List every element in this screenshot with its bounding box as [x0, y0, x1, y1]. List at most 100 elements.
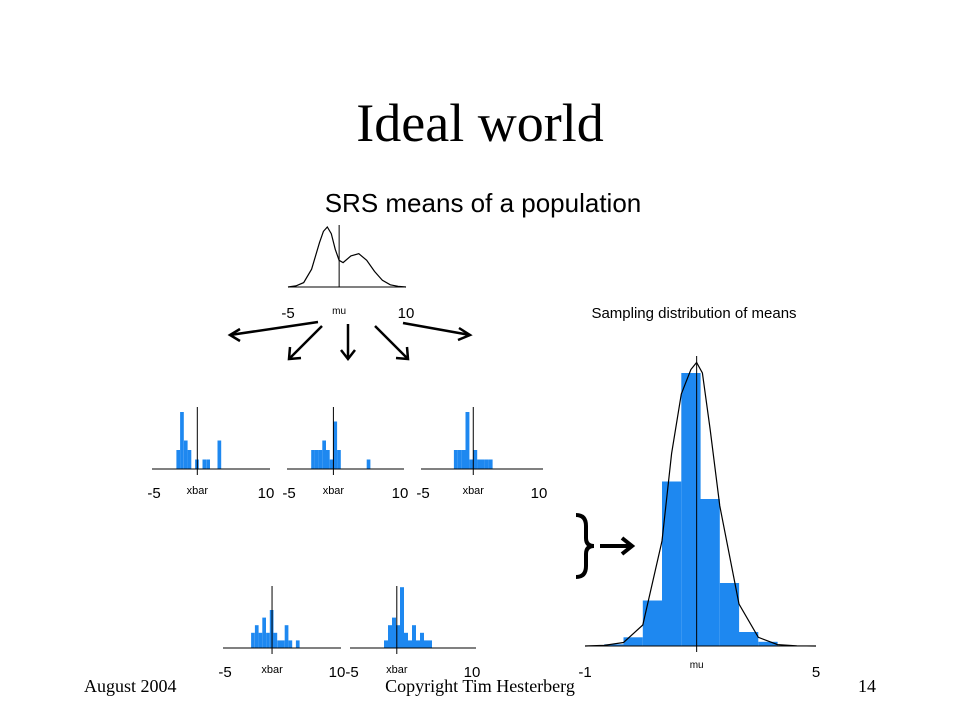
histogram-x-label: xbar	[323, 485, 345, 497]
sampling-distribution-bar	[719, 583, 740, 646]
histogram-bar	[262, 617, 266, 648]
histogram-bar	[404, 632, 408, 648]
histogram-tick-label: 10	[531, 485, 548, 502]
histogram-bar	[424, 640, 428, 648]
sampling-tick-label: -1	[578, 664, 591, 681]
histogram-bar	[469, 459, 474, 469]
footer-page-number: 14	[858, 676, 876, 696]
histogram-bar	[266, 632, 270, 648]
histogram-tick-label: -5	[218, 664, 231, 681]
sampling-distribution-title: Sampling distribution of means	[591, 305, 796, 322]
histogram-bar	[457, 450, 462, 469]
histogram-bar	[314, 450, 319, 469]
arrow-right-icon	[620, 536, 636, 556]
histogram-bar	[488, 459, 493, 469]
sample-histogram-4: -5 10 xbar	[218, 586, 345, 681]
histogram-bar	[318, 450, 323, 469]
sampling-distribution-bar	[700, 499, 720, 646]
histogram-tick-label: 10	[329, 664, 346, 681]
histogram-bar	[311, 450, 315, 469]
sampling-distribution-bar	[662, 481, 682, 646]
brace-icon	[575, 513, 595, 579]
histogram-bar	[295, 640, 300, 648]
sampling-distribution-bar	[623, 637, 643, 647]
histogram-bar	[428, 640, 432, 648]
histogram-bar	[366, 459, 371, 469]
histogram-bar	[420, 632, 424, 648]
histogram-tick-label: -5	[345, 664, 358, 681]
arrowhead-3	[340, 349, 356, 362]
population-title: SRS means of a population	[325, 188, 642, 218]
arrowhead-5	[457, 326, 473, 342]
sampling-arrows	[227, 320, 473, 362]
histogram-tick-label: -5	[147, 485, 160, 502]
arrow-line-4	[374, 325, 409, 360]
histogram-bar	[416, 640, 420, 648]
histogram-bar	[453, 450, 458, 469]
population-density-curve	[287, 225, 407, 288]
arrowhead-2	[287, 346, 302, 361]
histogram-bar	[392, 617, 396, 648]
histogram-bar	[217, 440, 222, 469]
histogram-bar	[473, 450, 478, 469]
sampling-distribution-bar	[604, 644, 624, 647]
histogram-bar	[281, 640, 285, 648]
histogram-x-label: xbar	[386, 664, 408, 676]
sampling-tick-label: 5	[812, 664, 820, 681]
histogram-tick-label: 10	[392, 485, 409, 502]
histogram-x-label: xbar	[187, 485, 209, 497]
histogram-bar	[333, 421, 338, 469]
population-tick-label: -5	[281, 305, 294, 322]
histogram-bar	[251, 632, 255, 648]
sample-histogram-1: -5 10 xbar	[147, 407, 274, 502]
sample-histogram-5: -5 10 xbar	[345, 586, 480, 681]
sampling-distribution-bar	[642, 600, 663, 646]
histogram-bar	[254, 625, 259, 648]
histogram-bar	[412, 625, 416, 648]
histogram-bar	[176, 450, 181, 469]
histogram-bar	[326, 450, 330, 469]
histogram-bar	[461, 450, 466, 469]
histogram-bar	[187, 450, 192, 469]
histogram-bar	[183, 440, 188, 469]
histogram-bar	[202, 459, 207, 469]
footer-date: August 2004	[84, 676, 177, 696]
histogram-bar	[396, 625, 400, 648]
population-tick-label: 10	[398, 305, 415, 322]
histogram-bar	[477, 459, 481, 469]
histogram-tick-label: -5	[416, 485, 429, 502]
sampling-distribution-plot: -1 5 mu	[578, 356, 820, 681]
sample-histogram-2: -5 10 xbar	[282, 407, 408, 502]
histogram-bar	[329, 459, 334, 469]
histogram-x-label: xbar	[463, 485, 485, 497]
histogram-bar	[206, 459, 210, 469]
histogram-x-label: xbar	[261, 664, 283, 676]
footer-copyright: Copyright Tim Hesterberg	[385, 676, 575, 696]
arrow-line-1	[229, 320, 319, 337]
histogram-bar	[322, 440, 326, 469]
histogram-bar	[384, 640, 388, 648]
sampling-x-label: mu	[690, 660, 704, 671]
histogram-bar	[258, 632, 263, 648]
population-density-plot: -5 10 mu	[281, 225, 414, 322]
arrow-line-2	[288, 325, 323, 360]
histogram-bar	[277, 640, 281, 648]
slide-title: Ideal world	[356, 93, 604, 153]
sampling-distribution-bar	[681, 373, 701, 646]
histogram-bar	[288, 640, 293, 648]
sampling-distribution-bar	[739, 632, 759, 646]
histogram-tick-label: 10	[258, 485, 275, 502]
histogram-bar	[180, 412, 184, 469]
population-x-label: mu	[332, 306, 346, 317]
histogram-tick-label: 10	[464, 664, 481, 681]
histogram-bar	[465, 412, 470, 469]
histogram-bar	[284, 625, 289, 648]
histogram-bar	[400, 587, 404, 648]
arrowhead-1	[227, 327, 241, 343]
histogram-bar	[408, 640, 412, 648]
histogram-bar	[388, 625, 392, 648]
histogram-tick-label: -5	[282, 485, 295, 502]
arrow-line-5	[402, 321, 471, 337]
sampling-distribution-bar	[758, 641, 778, 646]
